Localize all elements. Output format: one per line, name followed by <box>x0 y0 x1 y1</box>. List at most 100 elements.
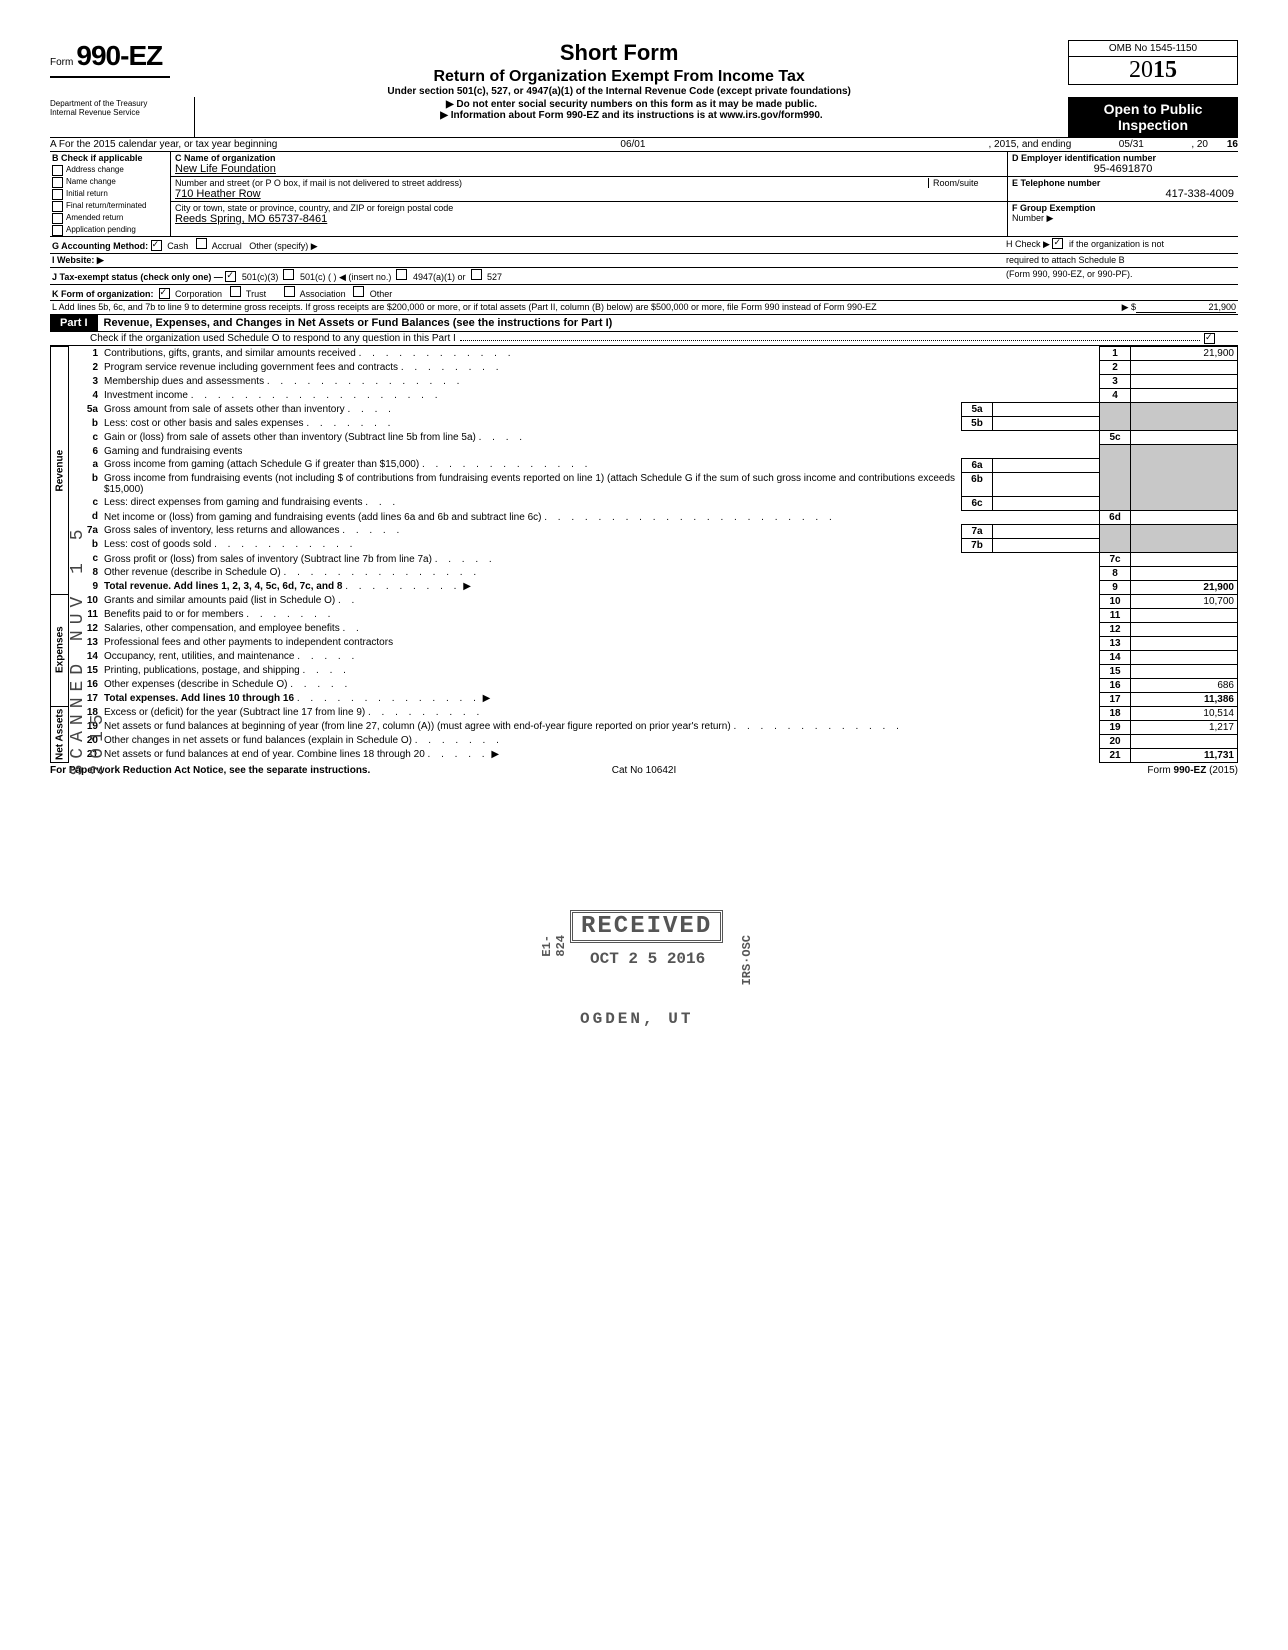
right-num: 10 <box>1100 594 1131 608</box>
L-arrow: ▶ $ <box>1096 302 1136 313</box>
checkbox-icon[interactable] <box>196 238 207 249</box>
line-desc: Less: cost or other basis and sales expe… <box>101 417 962 431</box>
mid-num: 6b <box>962 472 993 496</box>
checkbox-icon[interactable] <box>159 288 170 299</box>
checkbox-icon[interactable] <box>225 271 236 282</box>
H-text1: H Check ▶ <box>1006 239 1050 249</box>
J-left: J Tax-exempt status (check only one) — 5… <box>52 269 1006 283</box>
G-lbl: G Accounting Method: <box>52 241 148 251</box>
checkbox-icon[interactable] <box>396 269 407 280</box>
line-desc: Gaming and fundraising events <box>101 445 1100 459</box>
line-desc: Contributions, gifts, grants, and simila… <box>101 347 1100 361</box>
header-row: Form 990-EZ Short Form Return of Organiz… <box>50 40 1238 97</box>
table-row: b Less: cost of goods sold . . . . . . .… <box>51 538 1238 552</box>
table-row: 4 Investment income . . . . . . . . . . … <box>51 389 1238 403</box>
checkbox-icon[interactable] <box>353 286 364 297</box>
right-num: 11 <box>1100 608 1131 622</box>
right-val <box>1131 510 1238 524</box>
I-lbl: I Website: ▶ <box>52 255 104 265</box>
B-item-0[interactable]: Address change <box>50 164 170 176</box>
shaded-cell <box>1100 403 1131 431</box>
C-street-val: 710 Heather Row <box>175 188 261 200</box>
A-text: A For the 2015 calendar year, or tax yea… <box>50 139 277 150</box>
checkbox-icon[interactable] <box>52 225 63 236</box>
right-val: 21,900 <box>1131 347 1238 361</box>
K-o2: Trust <box>246 289 266 299</box>
table-row: c Less: direct expenses from gaming and … <box>51 496 1238 510</box>
table-row: 17 Total expenses. Add lines 10 through … <box>51 692 1238 706</box>
right-val <box>1131 636 1238 650</box>
right-num: 5c <box>1100 431 1131 445</box>
line-desc: Gross income from fundraising events (no… <box>101 472 962 496</box>
checkbox-icon[interactable] <box>52 189 63 200</box>
checkbox-icon[interactable] <box>230 286 241 297</box>
C-street-cell: Room/suite Number and street (or P O box… <box>171 177 1007 202</box>
right-val <box>1131 552 1238 566</box>
G-left: G Accounting Method: Cash Accrual Other … <box>52 238 1006 252</box>
checkbox-icon[interactable] <box>1052 238 1063 249</box>
line-desc: Printing, publications, postage, and shi… <box>101 664 1100 678</box>
checkbox-icon[interactable] <box>52 177 63 188</box>
row-J: J Tax-exempt status (check only one) — 5… <box>50 268 1238 285</box>
checkbox-icon[interactable] <box>1204 333 1215 344</box>
line-num: 4 <box>69 389 102 403</box>
checkbox-icon[interactable] <box>471 269 482 280</box>
J-lbl: J Tax-exempt status (check only one) — <box>52 272 223 282</box>
section-BCDEF: B Check if applicable Address change Nam… <box>50 152 1238 237</box>
B-item-5[interactable]: Application pending <box>50 224 170 236</box>
B-item-3[interactable]: Final return/terminated <box>50 200 170 212</box>
checkbox-icon[interactable] <box>284 286 295 297</box>
checkbox-icon[interactable] <box>283 269 294 280</box>
C-street-lbl: Number and street (or P O box, if mail i… <box>175 178 462 188</box>
A-begin: 06/01 <box>277 139 988 150</box>
right-num: 1 <box>1100 347 1131 361</box>
line-desc: Other expenses (describe in Schedule O) … <box>101 678 1100 692</box>
L-text: L Add lines 5b, 6c, and 7b to line 9 to … <box>52 302 1096 313</box>
right-val <box>1131 431 1238 445</box>
right-val: 11,386 <box>1131 692 1238 706</box>
line-desc: Net assets or fund balances at beginning… <box>101 720 1100 734</box>
line-num: 6 <box>69 445 102 459</box>
line-desc: Membership dues and assessments . . . . … <box>101 375 1100 389</box>
line-desc: Gross sales of inventory, less returns a… <box>101 524 962 538</box>
table-row: 2 Program service revenue including gove… <box>51 361 1238 375</box>
B-label-4: Amended return <box>66 212 123 224</box>
C-name-val: New Life Foundation <box>175 163 276 175</box>
line-desc: Less: cost of goods sold . . . . . . . .… <box>101 538 962 552</box>
J-o2: 501(c) ( <box>300 272 331 282</box>
table-row: 3 Membership dues and assessments . . . … <box>51 375 1238 389</box>
right-val <box>1131 389 1238 403</box>
checkbox-icon[interactable] <box>52 165 63 176</box>
right-num: 18 <box>1100 706 1131 720</box>
footer-mid: Cat No 10642I <box>446 765 842 776</box>
right-num: 19 <box>1100 720 1131 734</box>
part1-header: Part I Revenue, Expenses, and Changes in… <box>50 315 1238 332</box>
checkbox-icon[interactable] <box>151 240 162 251</box>
line-num: a <box>69 458 102 472</box>
line-desc: Gross profit or (loss) from sales of inv… <box>101 552 1100 566</box>
checkbox-icon[interactable] <box>52 213 63 224</box>
table-row: 13 Professional fees and other payments … <box>51 636 1238 650</box>
mid-num: 6a <box>962 458 993 472</box>
C-city-val: Reeds Spring, MO 65737-8461 <box>175 213 327 225</box>
line-desc: Net assets or fund balances at end of ye… <box>101 748 1100 762</box>
line-desc: Other revenue (describe in Schedule O) .… <box>101 566 1100 580</box>
D-lbl: D Employer identification number <box>1012 153 1156 163</box>
mid-val <box>993 524 1100 538</box>
B-item-4[interactable]: Amended return <box>50 212 170 224</box>
line-desc: Program service revenue including govern… <box>101 361 1100 375</box>
table-row: 7a Gross sales of inventory, less return… <box>51 524 1238 538</box>
B-item-2[interactable]: Initial return <box>50 188 170 200</box>
ogden-stamp: OGDEN, UT <box>580 1010 693 1028</box>
footer: For Paperwork Reduction Act Notice, see … <box>50 763 1238 776</box>
table-row: c Gain or (loss) from sale of assets oth… <box>51 431 1238 445</box>
revenue-label: Revenue <box>51 347 69 595</box>
sub-text: Under section 501(c), 527, or 4947(a)(1)… <box>178 86 1060 97</box>
checkbox-icon[interactable] <box>52 201 63 212</box>
dept-mid: ▶ Do not enter social security numbers o… <box>195 97 1068 137</box>
scanned-stamp: SCANNED NUV 1 5 2015 <box>68 520 108 776</box>
C-city-lbl: City or town, state or province, country… <box>175 203 453 213</box>
line-num: 2 <box>69 361 102 375</box>
B-item-1[interactable]: Name change <box>50 176 170 188</box>
table-row: Revenue 1 Contributions, gifts, grants, … <box>51 347 1238 361</box>
